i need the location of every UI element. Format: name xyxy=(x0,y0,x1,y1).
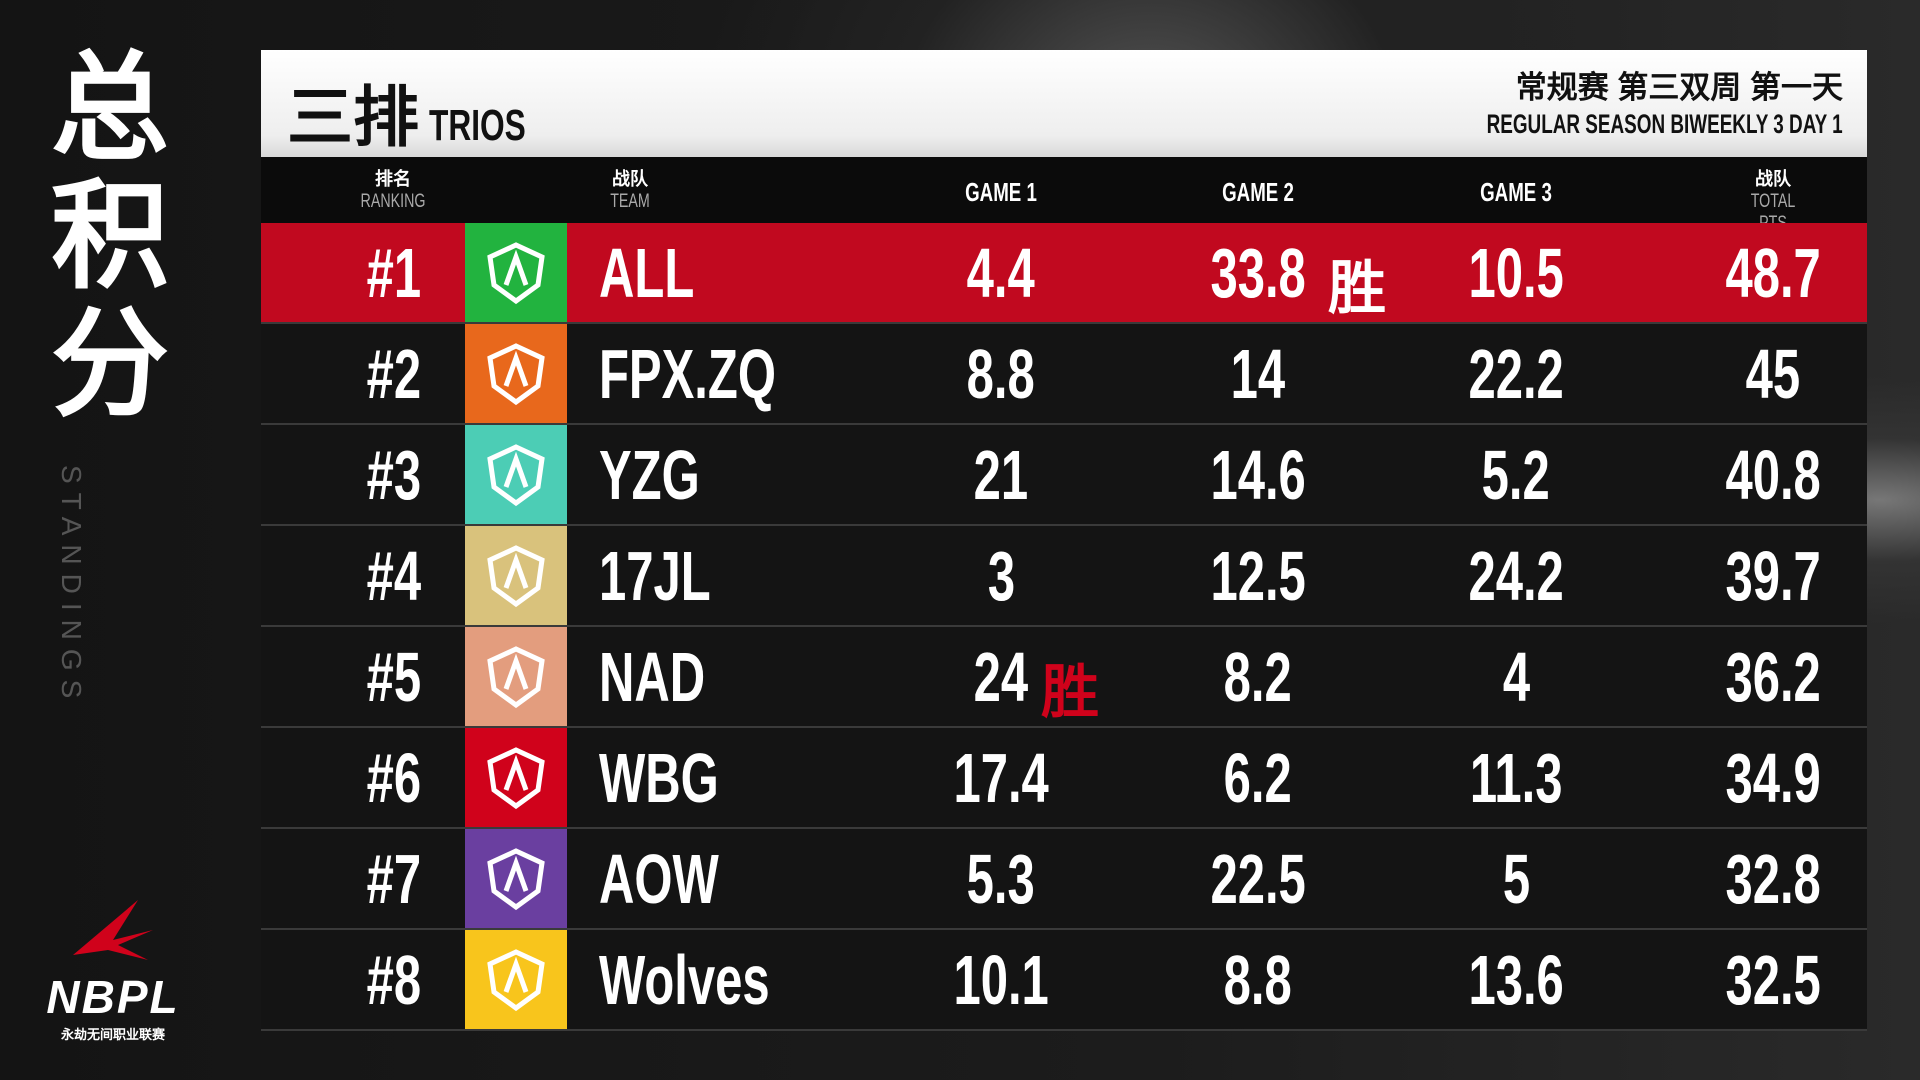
table-row: #3 YZG 21 14.6 5.2 40.8 xyxy=(261,425,1867,526)
team-logo-icon xyxy=(465,930,567,1029)
team-logo-icon xyxy=(465,223,567,322)
total-points: 34.9 xyxy=(1725,738,1821,817)
game1-score: 10.1 xyxy=(953,940,1049,1019)
game3-score: 11.3 xyxy=(1469,738,1563,817)
game3-score: 5 xyxy=(1502,839,1530,918)
team-name: Wolves xyxy=(599,940,770,1019)
table-row: #6 WBG 17.4 6.2 11.3 34.9 xyxy=(261,728,1867,829)
game3-score: 4 xyxy=(1502,637,1530,716)
game1-score: 21 xyxy=(973,435,1029,514)
game2-score: 22.5 xyxy=(1210,839,1306,918)
win-mark: 胜 xyxy=(1328,254,1387,322)
rank-cell: #3 xyxy=(366,435,421,514)
col-game3: GAME 3 xyxy=(1480,177,1552,207)
nbpl-logo: NBPL 永劫无间职业联赛 xyxy=(28,895,198,1043)
col-team: 战队 TEAM xyxy=(610,169,650,212)
team-name: FPX.ZQ xyxy=(599,334,776,413)
game3-score: 24.2 xyxy=(1468,536,1564,615)
side-subtitle: STANDINGS xyxy=(56,465,87,708)
game1-score: 5.3 xyxy=(966,839,1036,918)
col-ranking: 排名 RANKING xyxy=(360,169,426,212)
team-name: AOW xyxy=(599,839,719,918)
game1-score: 24 胜 xyxy=(921,627,1099,727)
game2-score: 14.6 xyxy=(1210,435,1306,514)
game1-score: 17.4 xyxy=(953,738,1049,817)
game1-score: 4.4 xyxy=(966,233,1036,312)
total-points: 48.7 xyxy=(1725,233,1821,312)
win-mark: 胜 xyxy=(1041,658,1100,726)
team-name: NAD xyxy=(599,637,706,716)
game1-score: 3 xyxy=(987,536,1015,615)
team-logo-icon xyxy=(465,425,567,524)
column-headers: 排名 RANKING 战队 TEAM GAME 1 GAME 2 GAME 3 战队… xyxy=(261,157,1867,234)
rank-cell: #1 xyxy=(366,233,421,312)
nbpl-emblem-icon xyxy=(73,900,153,960)
mode-title: 三排 TRIOS xyxy=(287,80,526,154)
game2-score: 33.8 胜 xyxy=(1178,223,1386,323)
game1-score: 8.8 xyxy=(966,334,1036,413)
rank-cell: #5 xyxy=(366,637,421,716)
total-points: 40.8 xyxy=(1725,435,1821,514)
team-logo-icon xyxy=(465,324,567,423)
total-points: 36.2 xyxy=(1725,637,1821,716)
rank-cell: #4 xyxy=(366,536,421,615)
team-name: ALL xyxy=(599,233,695,312)
team-name: WBG xyxy=(599,738,719,817)
team-name: YZG xyxy=(599,435,700,514)
col-game2: GAME 2 xyxy=(1222,177,1294,207)
table-row: #1 ALL 4.4 33.8 胜 10.5 48.7 xyxy=(261,223,1867,324)
rank-cell: #7 xyxy=(366,839,421,918)
total-points: 32.5 xyxy=(1725,940,1821,1019)
game2-score: 8.2 xyxy=(1223,637,1293,716)
col-game1: GAME 1 xyxy=(965,177,1037,207)
game3-score: 5.2 xyxy=(1481,435,1551,514)
standings-table: 三排 TRIOS 常规赛 第三双周 第一天 REGULAR SEASON BIW… xyxy=(261,50,1867,1031)
game2-score: 6.2 xyxy=(1223,738,1293,817)
rank-cell: #2 xyxy=(366,334,421,413)
side-title: 总积分 xyxy=(50,43,169,431)
table-row: #7 AOW 5.3 22.5 5 32.8 xyxy=(261,829,1867,930)
team-logo-icon xyxy=(465,728,567,827)
table-header: 三排 TRIOS 常规赛 第三双周 第一天 REGULAR SEASON BIW… xyxy=(261,50,1867,157)
table-row: #4 17JL 3 12.5 24.2 39.7 xyxy=(261,526,1867,627)
table-row: #5 NAD 24 胜 8.2 4 36.2 xyxy=(261,627,1867,728)
rank-cell: #8 xyxy=(366,940,421,1019)
total-points: 32.8 xyxy=(1725,839,1821,918)
team-logo-icon xyxy=(465,829,567,928)
table-row: #2 FPX.ZQ 8.8 14 22.2 45 xyxy=(261,324,1867,425)
total-points: 39.7 xyxy=(1725,536,1821,615)
game3-score: 22.2 xyxy=(1468,334,1564,413)
team-name: 17JL xyxy=(599,536,711,615)
event-info: 常规赛 第三双周 第一天 REGULAR SEASON BIWEEKLY 3 D… xyxy=(1486,70,1843,139)
game3-score: 13.6 xyxy=(1468,940,1564,1019)
team-logo-icon xyxy=(465,627,567,726)
total-points: 45 xyxy=(1745,334,1801,413)
table-row: #8 Wolves 10.1 8.8 13.6 32.5 xyxy=(261,930,1867,1031)
game3-score: 10.5 xyxy=(1468,233,1564,312)
rank-cell: #6 xyxy=(366,738,421,817)
game2-score: 12.5 xyxy=(1210,536,1306,615)
team-logo-icon xyxy=(465,526,567,625)
game2-score: 14 xyxy=(1230,334,1286,413)
game2-score: 8.8 xyxy=(1223,940,1293,1019)
